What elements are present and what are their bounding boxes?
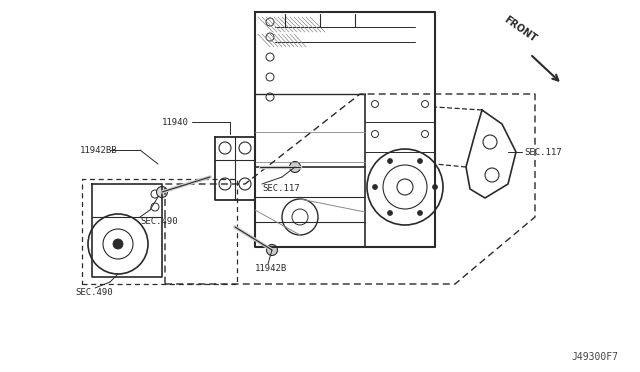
Text: 11942B: 11942B xyxy=(255,264,287,273)
Text: 11942BB: 11942BB xyxy=(80,146,118,155)
Text: J49300F7: J49300F7 xyxy=(571,352,618,362)
Circle shape xyxy=(417,158,422,164)
Text: SEC.117: SEC.117 xyxy=(262,184,300,193)
Text: SEC.117: SEC.117 xyxy=(524,148,562,157)
Text: SEC.490: SEC.490 xyxy=(75,288,113,297)
Circle shape xyxy=(433,185,438,189)
Circle shape xyxy=(387,211,392,215)
Text: 11940: 11940 xyxy=(162,118,189,127)
Circle shape xyxy=(157,186,168,198)
Circle shape xyxy=(387,158,392,164)
Text: FRONT: FRONT xyxy=(502,15,538,44)
Circle shape xyxy=(289,161,301,173)
Circle shape xyxy=(266,244,278,256)
Circle shape xyxy=(113,239,123,249)
Circle shape xyxy=(417,211,422,215)
Circle shape xyxy=(372,185,378,189)
Text: SEC.490: SEC.490 xyxy=(140,217,178,226)
